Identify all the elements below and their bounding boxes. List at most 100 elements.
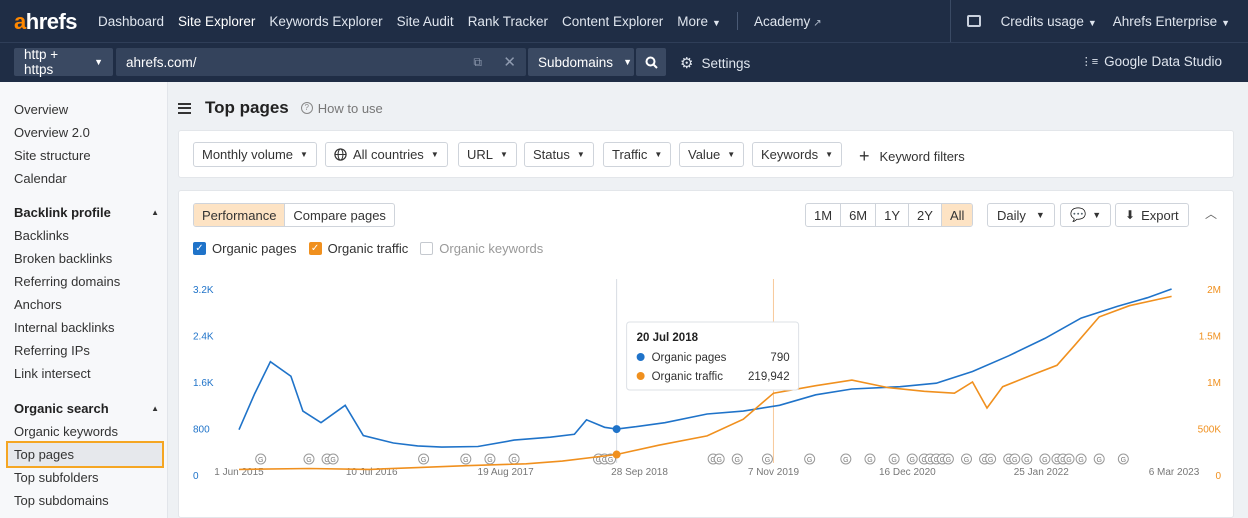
hamburger-menu-icon[interactable] xyxy=(178,102,191,114)
google-update-marker-label: G xyxy=(922,457,927,464)
range-1m[interactable]: 1M xyxy=(806,204,842,226)
google-update-marker xyxy=(906,453,918,465)
hover-point-organic-pages xyxy=(612,425,621,434)
tooltip-legend-dot xyxy=(636,372,645,380)
nav-link-dashboard[interactable]: Dashboard xyxy=(98,13,165,29)
filter-url[interactable]: URL ▼ xyxy=(458,142,517,167)
credits-usage-menu[interactable]: Credits usage ▼ xyxy=(1001,14,1097,29)
google-update-marker-label: G xyxy=(1096,457,1101,464)
sidebar-item-top-pages[interactable]: Top pages xyxy=(6,441,164,468)
x-axis-tick-label: 28 Sep 2018 xyxy=(611,467,668,478)
annotations-button[interactable]: 💬 ▼ xyxy=(1060,203,1112,227)
protocol-select[interactable]: http + https ▼ xyxy=(14,47,113,77)
legend-organic-keywords[interactable]: Organic keywords xyxy=(420,241,543,256)
nav-link-academy[interactable]: Academy ↗ xyxy=(754,14,822,29)
checkbox-checked-icon: ✓ xyxy=(193,242,206,255)
nav-more-menu[interactable]: More ▼ xyxy=(677,14,721,29)
nav-link-keywords-explorer[interactable]: Keywords Explorer xyxy=(269,13,383,29)
how-to-use-label: How to use xyxy=(317,100,383,116)
page-title: Top pages xyxy=(205,98,289,117)
mode-value: Subdomains xyxy=(538,54,614,70)
ahrefs-logo[interactable]: ahrefs xyxy=(14,9,78,34)
google-update-marker-label: G xyxy=(867,457,872,464)
sidebar-item-broken-backlinks[interactable]: Broken backlinks xyxy=(14,251,113,266)
checkbox-unchecked-icon xyxy=(420,242,434,255)
sidebar-item-site-structure[interactable]: Site structure xyxy=(14,148,91,163)
keyword-filters-button[interactable]: + Keyword filters xyxy=(859,146,965,167)
google-update-marker-label: G xyxy=(1012,457,1017,464)
google-data-studio-button[interactable]: ⋮≡ Google Data Studio xyxy=(1081,54,1222,69)
filter-keywords[interactable]: Keywords ▼ xyxy=(752,142,842,167)
left-axis-tick-label: 800 xyxy=(193,425,210,436)
export-button[interactable]: ⬇ Export xyxy=(1115,203,1189,227)
how-to-use-link[interactable]: ? How to use xyxy=(300,100,383,116)
sidebar-item-organic-keywords[interactable]: Organic keywords xyxy=(14,424,119,439)
external-link-icon: ↗ xyxy=(813,17,822,29)
sidebar-item-referring-ips[interactable]: Referring IPs xyxy=(14,343,90,358)
google-update-marker-label: G xyxy=(602,457,607,464)
filter-monthly-volume[interactable]: Monthly volume ▼ xyxy=(193,142,317,167)
sidebar-item-link-intersect[interactable]: Link intersect xyxy=(14,366,91,381)
sidebar-item-calendar[interactable]: Calendar xyxy=(14,171,67,186)
sidebar-item-backlinks[interactable]: Backlinks xyxy=(14,228,69,243)
x-axis-tick-label: 25 Jan 2022 xyxy=(1014,467,1069,478)
google-update-marker xyxy=(761,453,773,465)
interval-select[interactable]: Daily ▼ xyxy=(987,203,1055,227)
google-update-marker xyxy=(605,453,617,465)
legend-label: Organic traffic xyxy=(327,241,409,256)
chart-card: Performance Compare pages 1M 6M 1Y 2Y Al… xyxy=(178,190,1234,518)
open-external-icon[interactable]: ⧉ xyxy=(473,54,482,69)
sidebar-item-referring-domains[interactable]: Referring domains xyxy=(14,274,121,289)
hover-point-organic-traffic xyxy=(612,450,621,459)
series-line-organic-pages xyxy=(238,288,1172,448)
chart-legend: ✓ Organic pages ✓ Organic traffic Organic … xyxy=(193,241,543,256)
caret-down-icon: ▼ xyxy=(623,57,632,67)
tab-performance[interactable]: Performance xyxy=(194,204,286,226)
google-update-marker-label: G xyxy=(1006,457,1011,464)
search-icon xyxy=(645,56,658,69)
range-6m[interactable]: 6M xyxy=(841,204,877,226)
sidebar-section-backlink-profile[interactable]: Backlink profile ▲ xyxy=(14,205,159,220)
nav-link-content-explorer[interactable]: Content Explorer xyxy=(561,13,664,29)
filter-value[interactable]: Value ▼ xyxy=(679,142,745,167)
sidebar-item-anchors[interactable]: Anchors xyxy=(14,297,62,312)
line-chart[interactable]: 0 800 1.6K 2.4K 3.2K 0 500K 1M 1.5M 2M 1 Jun 2015 1… xyxy=(179,269,1235,495)
nav-link-site-audit[interactable]: Site Audit xyxy=(396,13,454,29)
mode-select[interactable]: Subdomains ▼ xyxy=(528,48,634,76)
google-update-marker-label: G xyxy=(964,457,969,464)
google-update-marker-label: G xyxy=(909,457,914,464)
range-tabs: 1M 6M 1Y 2Y All xyxy=(805,203,974,227)
search-button[interactable] xyxy=(636,48,666,76)
settings-button[interactable]: ⚙ Settings xyxy=(680,54,750,72)
google-update-marker xyxy=(1093,453,1105,465)
collapse-chevron-icon[interactable]: ︿ xyxy=(1204,207,1217,221)
clear-icon[interactable]: ✕ xyxy=(503,54,516,71)
range-all[interactable]: All xyxy=(941,204,973,226)
sidebar-item-overview[interactable]: Overview xyxy=(14,102,69,117)
filter-traffic[interactable]: Traffic ▼ xyxy=(603,142,672,167)
monitor-icon[interactable] xyxy=(966,15,981,27)
nav-link-rank-tracker[interactable]: Rank Tracker xyxy=(467,13,548,29)
sidebar-section-organic-search[interactable]: Organic search ▲ xyxy=(14,401,159,416)
filter-countries[interactable]: All countries ▼ xyxy=(325,142,448,167)
nav-link-site-explorer[interactable]: Site Explorer xyxy=(178,13,256,29)
nav-divider xyxy=(949,0,951,42)
google-update-marker xyxy=(484,453,496,465)
range-1y[interactable]: 1Y xyxy=(876,204,910,226)
legend-label: Organic keywords xyxy=(439,241,544,256)
tab-compare-pages[interactable]: Compare pages xyxy=(293,207,386,223)
url-input[interactable]: ahrefs.com/ ⧉ ✕ xyxy=(116,48,526,76)
legend-organic-pages[interactable]: ✓ Organic pages xyxy=(193,241,297,256)
sidebar-item-top-subfolders[interactable]: Top subfolders xyxy=(14,470,99,485)
sidebar-item-top-subdomains[interactable]: Top subdomains xyxy=(14,493,109,508)
sidebar-item-internal-backlinks[interactable]: Internal backlinks xyxy=(14,320,115,335)
account-menu[interactable]: Ahrefs Enterprise ▼ xyxy=(1113,14,1230,29)
gds-label: Google Data Studio xyxy=(1104,54,1222,69)
section-label: Organic search xyxy=(14,401,109,416)
filter-status[interactable]: Status ▼ xyxy=(524,142,594,167)
caret-down-icon: ▼ xyxy=(500,150,508,159)
legend-organic-traffic[interactable]: ✓ Organic traffic xyxy=(308,241,409,256)
sidebar-item-overview-2[interactable]: Overview 2.0 xyxy=(14,125,90,140)
export-label: Export xyxy=(1141,207,1179,223)
range-2y[interactable]: 2Y xyxy=(909,204,942,226)
